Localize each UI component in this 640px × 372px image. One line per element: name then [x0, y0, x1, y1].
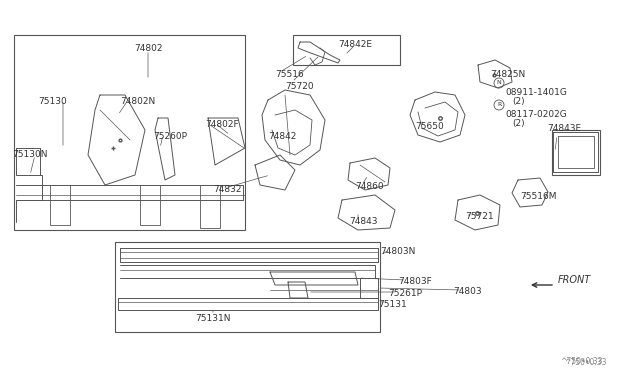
- Text: R: R: [497, 103, 501, 108]
- Text: 74832: 74832: [213, 185, 241, 194]
- Text: 75516: 75516: [275, 70, 304, 79]
- Text: 75721: 75721: [465, 212, 493, 221]
- Text: 75131N: 75131N: [195, 314, 231, 323]
- Text: 08911-1401G: 08911-1401G: [505, 88, 567, 97]
- Text: 75516M: 75516M: [520, 192, 557, 201]
- Text: 08117-0202G: 08117-0202G: [505, 110, 567, 119]
- Bar: [14, 35, 245, 230]
- Text: 74803N: 74803N: [380, 247, 415, 256]
- Bar: [115, 242, 380, 332]
- Text: 74842: 74842: [268, 132, 296, 141]
- Text: 75650: 75650: [415, 122, 444, 131]
- Text: 75131: 75131: [378, 300, 407, 309]
- Text: (2): (2): [512, 119, 525, 128]
- Text: 74860: 74860: [355, 182, 383, 191]
- Text: 75720: 75720: [285, 82, 314, 91]
- Text: 74802N: 74802N: [120, 97, 156, 106]
- Text: 74843E: 74843E: [547, 124, 581, 133]
- Text: ^750•0.33: ^750•0.33: [560, 357, 602, 366]
- Text: 75130N: 75130N: [12, 150, 48, 159]
- Text: 75130: 75130: [38, 97, 67, 106]
- Text: ^750•0.33: ^750•0.33: [564, 358, 607, 367]
- Text: 74802: 74802: [134, 44, 163, 53]
- Bar: [552, 130, 600, 175]
- Text: 74843: 74843: [349, 217, 378, 226]
- Bar: [293, 35, 400, 65]
- Text: 74842E: 74842E: [338, 40, 372, 49]
- Text: FRONT: FRONT: [558, 275, 591, 285]
- Text: 75260P: 75260P: [153, 132, 187, 141]
- Text: 74802F: 74802F: [205, 120, 239, 129]
- Text: (2): (2): [512, 97, 525, 106]
- Text: 74803: 74803: [453, 287, 482, 296]
- Text: 74803F: 74803F: [398, 277, 432, 286]
- Text: 75261P: 75261P: [388, 289, 422, 298]
- Text: 74825N: 74825N: [490, 70, 525, 79]
- Text: N: N: [497, 80, 501, 86]
